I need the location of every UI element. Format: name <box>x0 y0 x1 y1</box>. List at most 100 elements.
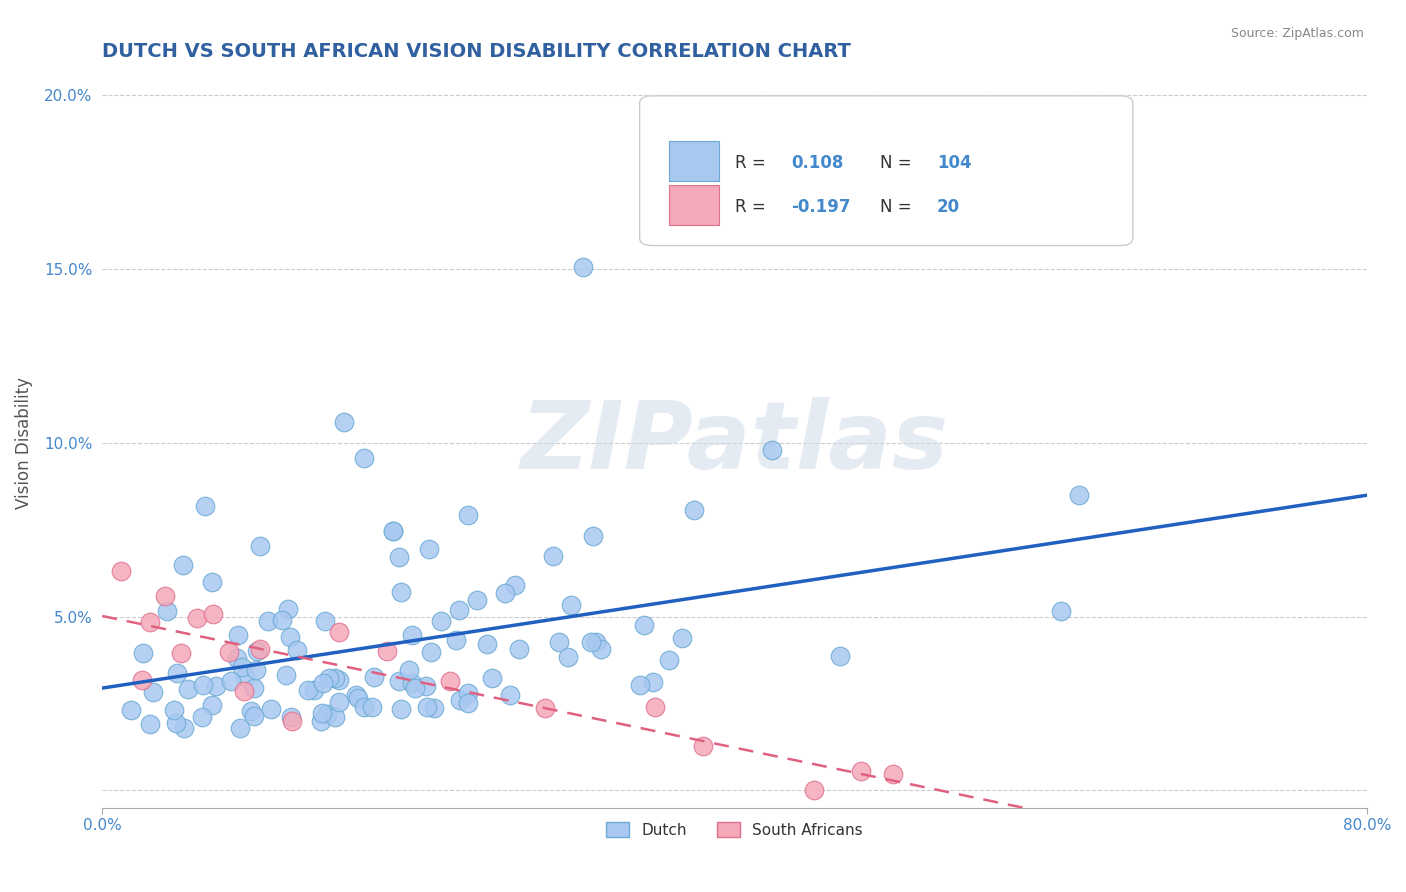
South Africans <box>803 783 825 797</box>
Dutch <box>229 721 252 735</box>
Dutch <box>165 715 187 730</box>
Dutch <box>1067 488 1090 502</box>
Dutch <box>658 653 681 667</box>
Dutch <box>297 683 319 698</box>
South Africans <box>186 610 208 624</box>
South Africans <box>692 739 714 753</box>
Dutch <box>314 614 336 628</box>
FancyBboxPatch shape <box>669 185 720 225</box>
Dutch <box>447 603 470 617</box>
Dutch <box>316 706 339 721</box>
Dutch <box>302 683 325 698</box>
Dutch <box>382 524 405 538</box>
Dutch <box>166 665 188 680</box>
Dutch <box>494 586 516 600</box>
FancyBboxPatch shape <box>640 95 1133 245</box>
Dutch <box>226 628 249 642</box>
Dutch <box>280 710 302 724</box>
Dutch <box>449 693 471 707</box>
Dutch <box>508 641 530 656</box>
Dutch <box>381 524 404 538</box>
Text: Source: ZipAtlas.com: Source: ZipAtlas.com <box>1230 27 1364 40</box>
Dutch <box>419 644 441 658</box>
Dutch <box>142 685 165 699</box>
Dutch <box>572 260 595 275</box>
South Africans <box>281 714 304 728</box>
Dutch <box>309 714 332 728</box>
Dutch <box>226 651 249 665</box>
Dutch <box>277 602 299 616</box>
South Africans <box>155 589 177 603</box>
Text: ZIPatlas: ZIPatlas <box>520 397 949 489</box>
Text: 20: 20 <box>936 198 960 216</box>
Dutch <box>444 632 467 647</box>
Dutch <box>318 671 340 685</box>
Dutch <box>287 643 309 657</box>
Dutch <box>276 667 298 681</box>
Dutch <box>457 508 479 522</box>
Text: R =: R = <box>734 154 770 172</box>
Dutch <box>243 708 266 723</box>
Dutch <box>191 678 214 692</box>
South Africans <box>375 644 398 658</box>
Text: DUTCH VS SOUTH AFRICAN VISION DISABILITY CORRELATION CHART: DUTCH VS SOUTH AFRICAN VISION DISABILITY… <box>103 42 851 61</box>
South Africans <box>138 615 160 629</box>
Dutch <box>172 558 194 572</box>
Dutch <box>163 703 186 717</box>
Dutch <box>323 671 346 685</box>
Dutch <box>360 700 382 714</box>
Dutch <box>120 703 142 717</box>
Dutch <box>682 503 704 517</box>
Dutch <box>246 643 269 657</box>
Dutch <box>173 722 195 736</box>
Dutch <box>205 680 228 694</box>
Dutch <box>132 646 155 660</box>
Text: N =: N = <box>880 198 917 216</box>
Dutch <box>398 663 420 677</box>
South Africans <box>849 764 872 779</box>
Dutch <box>346 688 368 702</box>
South Africans <box>882 767 904 781</box>
South Africans <box>533 701 555 715</box>
South Africans <box>249 641 271 656</box>
South Africans <box>328 625 350 640</box>
Dutch <box>245 663 267 677</box>
Dutch <box>422 701 444 715</box>
Dutch <box>541 549 564 563</box>
Dutch <box>560 598 582 612</box>
Dutch <box>193 499 215 513</box>
Dutch <box>249 539 271 553</box>
Dutch <box>278 630 301 644</box>
Dutch <box>547 634 569 648</box>
Dutch <box>457 685 479 699</box>
Dutch <box>201 698 224 712</box>
Dutch <box>221 673 243 688</box>
South Africans <box>110 564 132 578</box>
Dutch <box>579 635 602 649</box>
Dutch <box>582 529 605 543</box>
South Africans <box>439 673 461 688</box>
Dutch <box>231 660 253 674</box>
Text: N =: N = <box>880 154 917 172</box>
Dutch <box>387 674 409 689</box>
Dutch <box>328 673 350 687</box>
Dutch <box>643 675 665 690</box>
Dutch <box>481 671 503 685</box>
Dutch <box>260 702 283 716</box>
Dutch <box>353 451 375 466</box>
Text: R =: R = <box>734 198 770 216</box>
Dutch <box>499 688 522 702</box>
South Africans <box>233 684 256 698</box>
Dutch <box>557 649 579 664</box>
Dutch <box>177 682 200 697</box>
South Africans <box>131 673 153 687</box>
Text: 104: 104 <box>936 154 972 172</box>
South Africans <box>644 699 666 714</box>
Dutch <box>239 704 262 718</box>
Dutch <box>201 574 224 589</box>
Dutch <box>503 578 526 592</box>
Dutch <box>389 585 412 599</box>
Dutch <box>671 631 693 645</box>
Dutch <box>363 670 385 684</box>
Dutch <box>457 697 479 711</box>
